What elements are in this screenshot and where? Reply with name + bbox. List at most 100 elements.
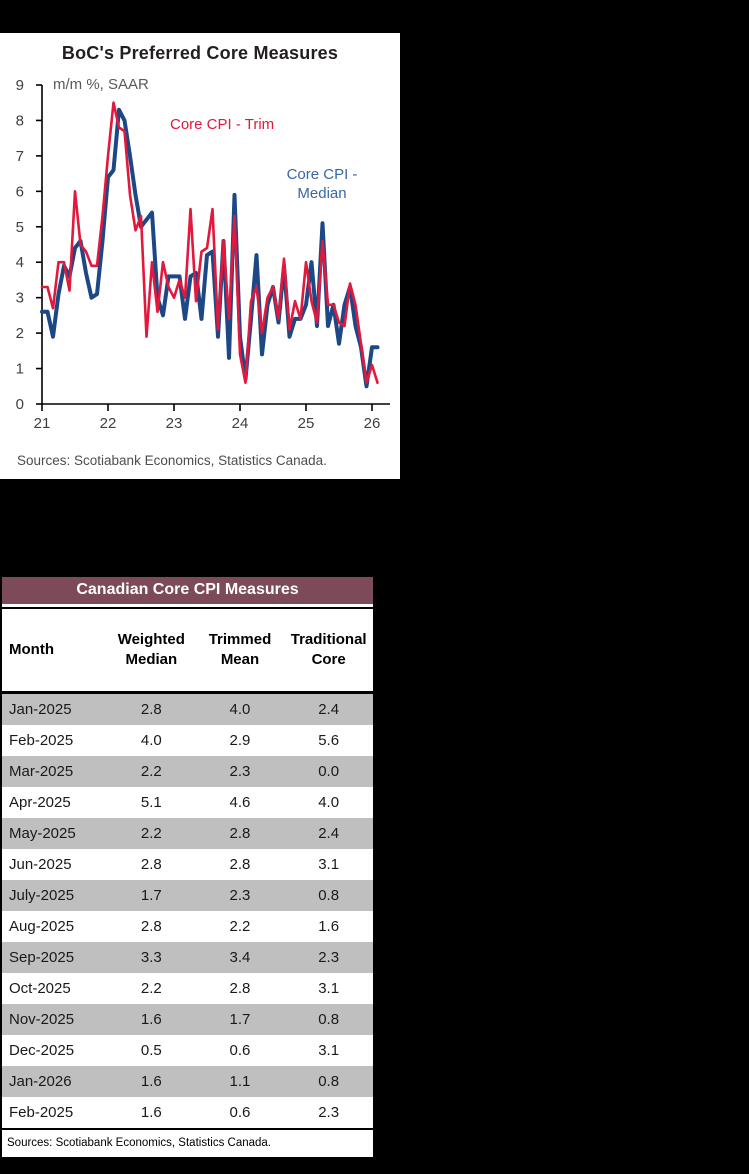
table-row: Mar-2025 2.2 2.3 0.0: [2, 756, 373, 787]
core-measures-chart-panel: 0 1 2 3 4 5 6 7 8 9 21 22 23 24 25 26 BoC's Preferred C…: [0, 33, 400, 479]
row-value: 5.6: [318, 732, 340, 749]
y-tick-label: 3: [16, 290, 24, 307]
row-value: 2.8: [140, 856, 162, 873]
row-value: 2.2: [140, 763, 162, 780]
row-value: 2.8: [229, 825, 251, 842]
row-value: 5.1: [140, 794, 162, 811]
chart-axis-units-label: m/m %, SAAR: [53, 76, 149, 93]
row-value: 0.8: [318, 1011, 340, 1028]
row-value: 1.7: [140, 887, 162, 904]
row-value: 1.7: [229, 1011, 251, 1028]
row-value: 2.3: [229, 763, 251, 780]
series-line-median: [40, 107, 380, 389]
y-tick-label: 7: [16, 148, 24, 165]
y-tick-label: 2: [16, 325, 24, 342]
y-tick-label: 9: [16, 77, 24, 94]
row-value: 4.0: [229, 701, 251, 718]
row-value: 3.1: [318, 1042, 340, 1059]
column-header-trimmed-mean: Trimmed Mean: [195, 608, 285, 694]
x-tick-label: 22: [100, 415, 117, 432]
chart-sources-note: Sources: Scotiabank Economics, Statistic…: [17, 453, 327, 468]
row-value: 1.6: [318, 918, 340, 935]
row-value: 2.4: [318, 825, 340, 842]
row-month: Feb-2025: [9, 1104, 74, 1121]
row-month: Dec-2025: [9, 1042, 75, 1059]
table-row: July-2025 1.7 2.3 0.8: [2, 880, 373, 911]
table-row: May-2025 2.2 2.8 2.4: [2, 818, 373, 849]
x-tick-label: 23: [166, 415, 183, 432]
row-value: 2.3: [229, 887, 251, 904]
row-month: Mar-2025: [9, 763, 74, 780]
row-value: 1.6: [140, 1073, 162, 1090]
row-value: 2.2: [140, 980, 162, 997]
row-month: Jun-2025: [9, 856, 72, 873]
cpi-table: Month Weighted Median Trimmed Mean Tradi…: [2, 607, 373, 1128]
column-header-weighted-median: Weighted Median: [107, 608, 196, 694]
x-tick-label: 25: [298, 415, 315, 432]
row-value: 2.3: [318, 1104, 340, 1121]
row-value: 0.6: [229, 1042, 251, 1059]
column-header-month: Month: [2, 608, 107, 694]
cpi-table-panel: Canadian Core CPI Measures Month Weighte…: [0, 575, 375, 1159]
column-header-traditional-core: Traditional Core: [284, 608, 373, 694]
row-value: 0.5: [140, 1042, 162, 1059]
row-value: 2.8: [229, 980, 251, 997]
row-value: 4.6: [229, 794, 251, 811]
row-value: 0.6: [229, 1104, 251, 1121]
table-row: Dec-2025 0.5 0.6 3.1: [2, 1035, 373, 1066]
row-value: 2.4: [318, 701, 340, 718]
table-row: Jun-2025 2.8 2.8 3.1: [2, 849, 373, 880]
y-tick-label: 5: [16, 219, 24, 236]
row-value: 4.0: [318, 794, 340, 811]
row-month: Aug-2025: [9, 918, 75, 935]
table-row: Sep-2025 3.3 3.4 2.3: [2, 942, 373, 973]
table-row: Apr-2025 5.1 4.6 4.0: [2, 787, 373, 818]
row-month: Nov-2025: [9, 1011, 75, 1028]
y-tick-label: 4: [16, 254, 24, 271]
row-value: 1.6: [140, 1011, 162, 1028]
table-title: Canadian Core CPI Measures: [2, 577, 373, 607]
y-tick-label: 0: [16, 396, 24, 413]
row-value: 3.1: [318, 980, 340, 997]
row-value: 2.8: [140, 701, 162, 718]
series-line-trim: [40, 101, 379, 385]
x-tick-label: 24: [232, 415, 249, 432]
row-month: July-2025: [9, 887, 75, 904]
table-body: Jan-2025 2.8 4.0 2.4 Feb-2025 4.0 2.9 5.6 Mar-20…: [2, 692, 373, 1129]
row-month: May-2025: [9, 825, 76, 842]
row-value: 2.2: [229, 918, 251, 935]
table-row: Nov-2025 1.6 1.7 0.8: [2, 1004, 373, 1035]
y-tick-label: 1: [16, 361, 24, 378]
row-value: 3.1: [318, 856, 340, 873]
row-value: 1.1: [229, 1073, 251, 1090]
table-row: Jan-2025 2.8 4.0 2.4: [2, 692, 373, 725]
series-label-core-cpi-trim: Core CPI - Trim: [170, 116, 275, 133]
row-value: 2.8: [140, 918, 162, 935]
y-tick-label: 8: [16, 112, 24, 129]
table-header: Month Weighted Median Trimmed Mean Tradi…: [2, 608, 373, 694]
row-value: 0.8: [318, 887, 340, 904]
row-month: Feb-2025: [9, 732, 74, 749]
row-month: Jan-2025: [9, 701, 72, 718]
table-row: Feb-2025 4.0 2.9 5.6: [2, 725, 373, 756]
row-value: 2.8: [229, 856, 251, 873]
row-value: 1.6: [140, 1104, 162, 1121]
y-tick-label: 6: [16, 183, 24, 200]
x-tick-label: 26: [364, 415, 381, 432]
row-value: 2.2: [140, 825, 162, 842]
row-value: 3.4: [229, 949, 251, 966]
table-sources-note: Sources: Scotiabank Economics, Statistic…: [2, 1128, 373, 1157]
series-label-core-cpi-median: Core CPI - Median: [286, 166, 358, 202]
table-row: Feb-2025 1.6 0.6 2.3: [2, 1097, 373, 1128]
x-tick-label: 21: [34, 415, 51, 432]
table-row: Oct-2025 2.2 2.8 3.1: [2, 973, 373, 1004]
table-row: Aug-2025 2.8 2.2 1.6: [2, 911, 373, 942]
row-value: 3.3: [140, 949, 162, 966]
row-value: 2.3: [318, 949, 340, 966]
row-value: 2.9: [229, 732, 251, 749]
row-value: 0.0: [318, 763, 340, 780]
row-month: Oct-2025: [9, 980, 71, 997]
row-month: Apr-2025: [9, 794, 71, 811]
